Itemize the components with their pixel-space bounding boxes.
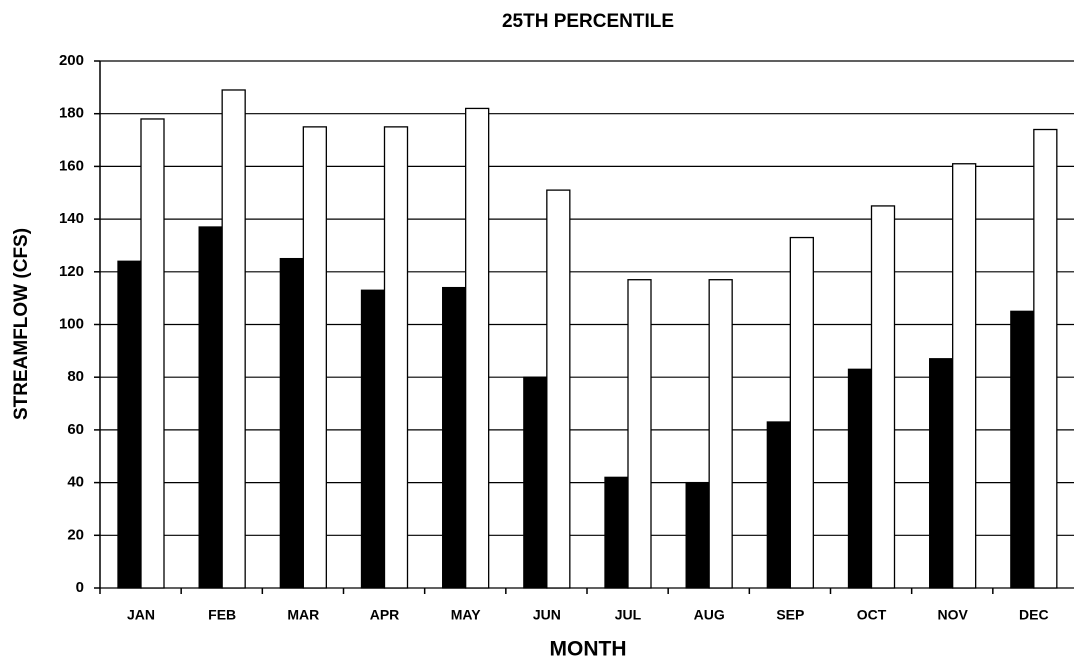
bar (383, 126, 409, 589)
y-tick-label: 0 (76, 579, 84, 596)
y-tick-label: 20 (67, 526, 84, 543)
bar (1010, 310, 1035, 589)
bar (221, 89, 246, 589)
y-tick-label: 140 (59, 210, 84, 227)
x-tick-label: DEC (1019, 607, 1049, 623)
bar (523, 376, 548, 589)
bar (198, 226, 223, 589)
y-tick-label: 100 (59, 315, 84, 332)
bar (929, 358, 954, 589)
x-tick-label: AUG (694, 607, 725, 623)
bar (360, 289, 386, 589)
x-tick-label: MAR (287, 607, 319, 623)
x-tick-label: JUN (533, 607, 561, 623)
bar (1033, 128, 1058, 589)
y-tick-label: 200 (59, 52, 84, 69)
y-tick-label: 40 (67, 474, 84, 491)
bar (685, 481, 710, 589)
x-tick-label: NOV (937, 607, 968, 623)
x-axis-label: MONTH (550, 638, 627, 661)
y-tick-label: 60 (67, 421, 84, 438)
bar (279, 257, 304, 589)
chart-title: 25TH PERCENTILE (502, 11, 674, 32)
y-axis-label: STREAMFLOW (CFS) (11, 228, 32, 420)
bar (442, 286, 467, 589)
x-tick-label: JUL (615, 607, 642, 623)
bar (952, 163, 977, 589)
x-tick-label: JAN (127, 607, 155, 623)
bar (766, 421, 791, 589)
bar (789, 236, 814, 589)
x-tick-label: OCT (857, 607, 887, 623)
bar (140, 118, 165, 589)
x-tick-label: FEB (208, 607, 236, 623)
bar (117, 260, 142, 589)
bar (708, 279, 733, 589)
bar (465, 107, 490, 589)
bar (627, 279, 652, 589)
x-tick-label: APR (370, 607, 400, 623)
bar (847, 368, 873, 589)
bar (302, 126, 327, 589)
y-tick-label: 80 (67, 368, 84, 385)
x-tick-label: SEP (776, 607, 804, 623)
x-tick-label: MAY (451, 607, 481, 623)
bar (870, 205, 896, 589)
y-tick-label: 120 (59, 263, 84, 280)
y-tick-label: 180 (59, 105, 84, 122)
y-tick-label: 160 (59, 157, 84, 174)
bar (546, 189, 571, 589)
bar (604, 476, 629, 589)
